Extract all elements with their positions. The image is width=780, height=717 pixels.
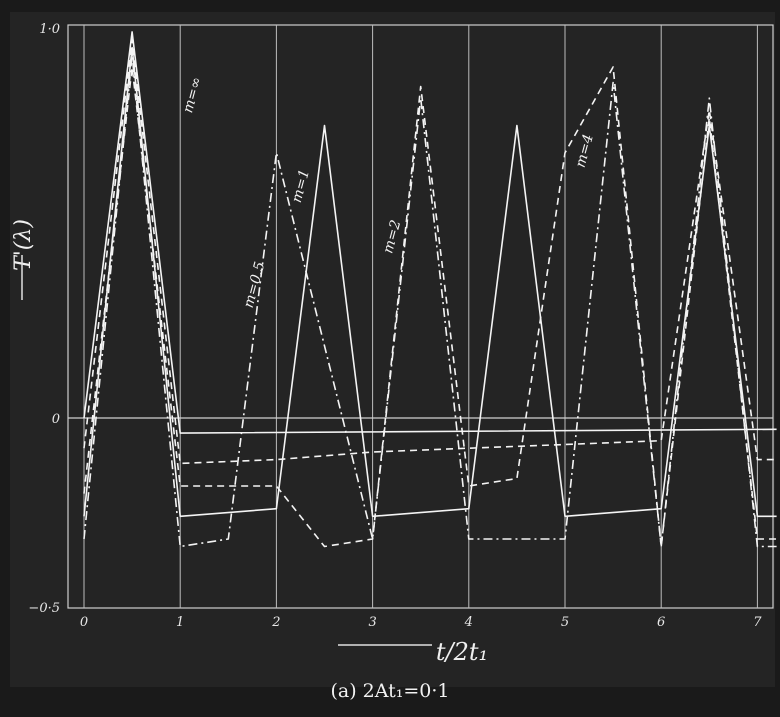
tick-labels: 0 1 2 3 4 5 6 7 1·0 0 −0·5: [28, 22, 762, 630]
x-tick-label-1: 1: [176, 615, 184, 630]
y-tick-label-0: 1·0: [39, 22, 60, 37]
axis-labels: T'(λ) t/2t₁: [11, 219, 488, 666]
series-line-3: [83, 54, 777, 548]
y-tick-label-2: −0·5: [28, 601, 60, 616]
x-tick-label-3: 3: [368, 615, 376, 630]
chart-caption: (a) 2At₁=0·1: [330, 680, 450, 702]
x-tick-label-5: 5: [561, 615, 569, 630]
plot-frame: [67, 24, 774, 609]
y-tick-label-1: 0: [52, 412, 60, 427]
series-line-2: [83, 46, 777, 518]
x-tick-label-7: 7: [753, 615, 762, 630]
x-axis-label: t/2t₁: [436, 638, 488, 666]
series-group: [83, 31, 777, 548]
x-tick-label-6: 6: [657, 615, 665, 630]
x-tick-label-4: 4: [464, 615, 473, 630]
x-tick-label-2: 2: [271, 615, 280, 630]
x-tick-label-0: 0: [80, 615, 88, 630]
y-axis-label: T'(λ): [11, 219, 36, 271]
